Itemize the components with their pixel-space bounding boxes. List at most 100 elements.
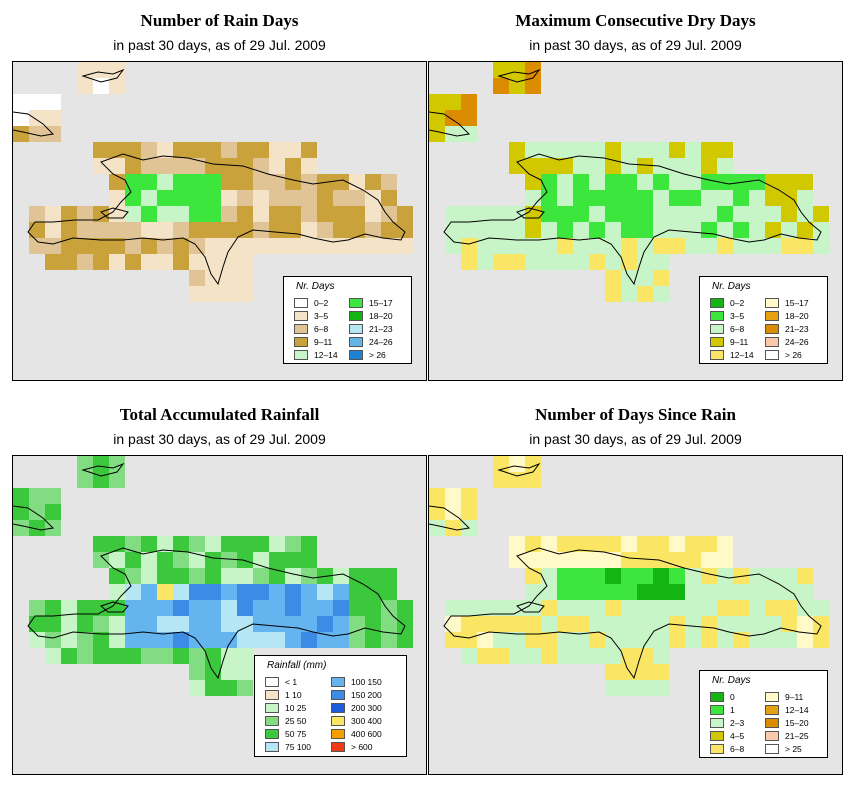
- grid-cell: [749, 616, 765, 632]
- grid-cell: [157, 158, 173, 174]
- grid-cell: [461, 504, 477, 520]
- grid-cell: [301, 568, 317, 584]
- grid-cell: [237, 270, 253, 286]
- grid-cell: [637, 270, 653, 286]
- grid-cell: [589, 632, 605, 648]
- grid-cell: [333, 632, 349, 648]
- legend-swatch: [710, 298, 724, 308]
- legend-label: 21–25: [785, 731, 809, 741]
- grid-cell: [669, 536, 685, 552]
- grid-cell: [109, 222, 125, 238]
- grid-cell: [621, 600, 637, 616]
- grid-cell: [637, 680, 653, 696]
- grid-cell: [701, 142, 717, 158]
- grid-cell: [253, 238, 269, 254]
- island-outline-inagua: [497, 68, 541, 83]
- grid-cell: [157, 600, 173, 616]
- legend-label: 3–5: [730, 311, 745, 321]
- grid-cell: [29, 520, 45, 536]
- grid-cell: [461, 632, 477, 648]
- grid-cell: [189, 600, 205, 616]
- grid-cell: [605, 174, 621, 190]
- grid-cell: [461, 616, 477, 632]
- legend-swatch: [765, 324, 779, 334]
- grid-cell: [541, 552, 557, 568]
- grid-cell: [557, 584, 573, 600]
- grid-cell: [141, 254, 157, 270]
- grid-cell: [557, 238, 573, 254]
- grid-cell: [253, 222, 269, 238]
- grid-cell: [141, 552, 157, 568]
- grid-cell: [477, 632, 493, 648]
- grid-cell: [77, 600, 93, 616]
- grid-cell: [685, 584, 701, 600]
- grid-cell: [749, 584, 765, 600]
- grid-cell: [205, 190, 221, 206]
- grid-cell: [653, 536, 669, 552]
- island-outline-hispaniola: [443, 547, 822, 680]
- grid-cell: [669, 568, 685, 584]
- grid-cell: [205, 552, 221, 568]
- grid-cell: [45, 488, 61, 504]
- grid-cell: [237, 600, 253, 616]
- legend: Nr. Days 0 1 2–3 4–5 6–8 9–11 12–14 15–20 21–25 >…: [699, 670, 828, 758]
- grid-cell: [749, 206, 765, 222]
- grid-cell: [221, 616, 237, 632]
- map-canvas: [13, 62, 413, 302]
- grid-cell: [589, 552, 605, 568]
- grid-cell: [125, 568, 141, 584]
- grid-cell: [61, 254, 77, 270]
- grid-cell: [461, 254, 477, 270]
- legend-swatch: [765, 718, 779, 728]
- grid-cell: [189, 680, 205, 696]
- grid-cell: [541, 158, 557, 174]
- grid-cell: [237, 142, 253, 158]
- grid-cell: [237, 552, 253, 568]
- grid-cell: [29, 222, 45, 238]
- grid-cell: [557, 222, 573, 238]
- grid-cell: [237, 238, 253, 254]
- grid-cell: [717, 552, 733, 568]
- grid-cell: [333, 600, 349, 616]
- grid-cell: [189, 552, 205, 568]
- legend-label: 9–11: [314, 337, 333, 347]
- grid-cell: [637, 142, 653, 158]
- grid-cell: [237, 190, 253, 206]
- grid-cell: [557, 648, 573, 664]
- grid-cell: [701, 552, 717, 568]
- grid-cell: [349, 222, 365, 238]
- grid-cell: [781, 174, 797, 190]
- grid-cell: [189, 222, 205, 238]
- grid-cell: [765, 632, 781, 648]
- grid-cell: [589, 222, 605, 238]
- grid-cell: [269, 190, 285, 206]
- grid-cell: [237, 648, 253, 664]
- grid-cell: [381, 190, 397, 206]
- legend-label: 10 25: [285, 703, 307, 713]
- grid-cell: [509, 254, 525, 270]
- grid-cell: [29, 488, 45, 504]
- grid-cell: [637, 632, 653, 648]
- grid-cell: [109, 158, 125, 174]
- island-outline-cuba: [429, 505, 471, 531]
- grid-cell: [125, 600, 141, 616]
- grid-cell: [141, 648, 157, 664]
- grid-cell: [637, 664, 653, 680]
- grid-cell: [13, 520, 29, 536]
- grid-cell: [93, 600, 109, 616]
- grid-cell: [525, 222, 541, 238]
- grid-cell: [109, 584, 125, 600]
- legend-swatch: [294, 350, 308, 360]
- grid-cell: [669, 206, 685, 222]
- grid-cell: [93, 632, 109, 648]
- grid-cell: [573, 632, 589, 648]
- grid-cell: [525, 632, 541, 648]
- grid-cell: [109, 536, 125, 552]
- grid-cell: [45, 222, 61, 238]
- grid-cell: [701, 632, 717, 648]
- grid-cell: [477, 254, 493, 270]
- legend-label: 0–2: [314, 298, 329, 308]
- grid-cell: [77, 206, 93, 222]
- grid-cell: [365, 632, 381, 648]
- grid-cell: [429, 520, 445, 536]
